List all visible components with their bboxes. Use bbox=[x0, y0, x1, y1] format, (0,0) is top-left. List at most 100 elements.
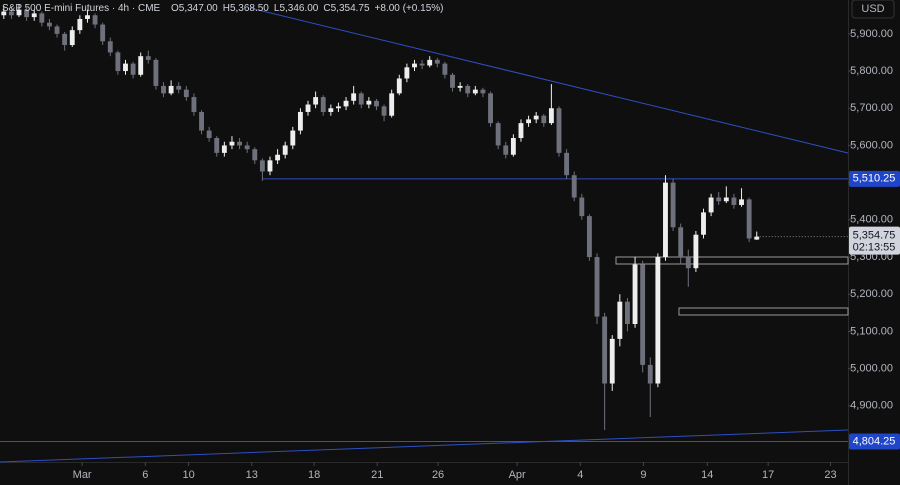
candle-body bbox=[617, 301, 623, 339]
ohlc-value: 5,368.50 bbox=[230, 3, 269, 14]
candle-body bbox=[328, 108, 334, 112]
candle-body bbox=[602, 316, 608, 384]
candle-body bbox=[723, 197, 729, 202]
candle-body bbox=[548, 108, 554, 124]
last-price-label: 5,354.75 bbox=[853, 230, 896, 242]
y-tick-label: 5,000.00 bbox=[850, 363, 893, 375]
ohlc-key: O bbox=[171, 3, 179, 14]
candle-body bbox=[427, 59, 433, 66]
price-level-box bbox=[849, 433, 900, 450]
candle-body bbox=[343, 100, 349, 107]
candle-body bbox=[495, 123, 501, 146]
candle-body bbox=[510, 138, 516, 155]
candle-body bbox=[31, 13, 37, 18]
candle-body bbox=[450, 74, 455, 88]
candle-body bbox=[442, 63, 448, 75]
candle-body bbox=[221, 145, 227, 153]
x-tick-label: 13 bbox=[246, 469, 258, 481]
candle-body bbox=[396, 78, 402, 94]
candle-body bbox=[351, 93, 357, 101]
candle-body bbox=[434, 59, 440, 64]
candle-body bbox=[275, 154, 281, 161]
price-level-label: 4,804.25 bbox=[853, 435, 896, 447]
candle-body bbox=[609, 338, 615, 384]
candle-body bbox=[69, 30, 75, 46]
candle-body bbox=[419, 63, 425, 66]
candle-body bbox=[138, 56, 144, 75]
candle-body bbox=[389, 93, 395, 116]
candle-body bbox=[381, 106, 387, 116]
candle-body bbox=[16, 9, 22, 16]
candle-body bbox=[412, 63, 417, 68]
candle-body bbox=[297, 111, 303, 131]
candle-body bbox=[336, 106, 341, 109]
x-tick-label: 9 bbox=[640, 469, 646, 481]
candle-body bbox=[663, 182, 668, 258]
candle-body bbox=[100, 24, 106, 42]
ohlc-key: L bbox=[274, 3, 280, 14]
y-tick-label: 5,800.00 bbox=[850, 65, 893, 77]
candle-body bbox=[92, 15, 98, 25]
candle-body bbox=[472, 89, 478, 94]
candle-body bbox=[374, 100, 379, 107]
candle-body bbox=[244, 145, 250, 150]
zone bbox=[678, 307, 849, 316]
levels bbox=[0, 178, 848, 442]
price-level-label: 5,510.25 bbox=[853, 173, 896, 185]
x-tick-label: 18 bbox=[308, 469, 320, 481]
candle-body bbox=[214, 138, 220, 153]
candle-body bbox=[153, 59, 159, 86]
candle-body bbox=[632, 264, 638, 324]
ohlc-value: 5,346.00 bbox=[279, 3, 318, 14]
zone bbox=[615, 256, 849, 265]
y-tick-label: 5,400.00 bbox=[850, 214, 893, 226]
last-price-box bbox=[849, 226, 900, 255]
candle-body bbox=[130, 63, 136, 75]
candle-body bbox=[571, 175, 577, 198]
candle-body bbox=[123, 63, 128, 72]
x-tick-label: 21 bbox=[371, 469, 383, 481]
candle-body bbox=[518, 123, 524, 139]
candles bbox=[1, 4, 760, 431]
currency-box[interactable] bbox=[851, 0, 895, 19]
candle-body bbox=[54, 26, 60, 34]
candle-body bbox=[480, 89, 486, 94]
candle-body bbox=[313, 97, 319, 105]
candle-body bbox=[259, 160, 265, 172]
candle-body bbox=[183, 89, 189, 98]
candle-body bbox=[625, 301, 630, 324]
candle-body bbox=[708, 197, 714, 213]
candle-body bbox=[655, 257, 661, 384]
candle-body bbox=[77, 18, 83, 31]
ohlc-value: 5,347.00 bbox=[179, 3, 218, 14]
candle-body bbox=[267, 160, 273, 172]
candle-body bbox=[62, 33, 68, 46]
candle-body bbox=[716, 197, 722, 202]
y-tick-label: 5,100.00 bbox=[850, 325, 893, 337]
candle-body bbox=[161, 85, 166, 94]
y-tick-label: 4,900.00 bbox=[850, 400, 893, 412]
candle-body bbox=[320, 97, 326, 112]
y-tick-label: 5,700.00 bbox=[850, 102, 893, 114]
ohlc-key: H bbox=[223, 3, 230, 14]
candle-body bbox=[731, 197, 737, 205]
candle-body bbox=[358, 93, 364, 105]
candle-body bbox=[237, 141, 243, 146]
x-tick-label: Apr bbox=[509, 469, 526, 481]
candle-body bbox=[670, 182, 676, 228]
candle-body bbox=[115, 52, 121, 72]
countdown: 02:13:55 bbox=[853, 242, 896, 254]
trendline bbox=[249, 7, 849, 154]
x-tick-label: 6 bbox=[142, 469, 148, 481]
candle-body bbox=[556, 108, 562, 153]
candle-body bbox=[488, 93, 493, 124]
candle-body bbox=[206, 130, 212, 139]
candle-body bbox=[404, 67, 410, 79]
axes: 4,900.005,000.005,100.005,200.005,300.00… bbox=[73, 28, 900, 481]
x-tick-label: 14 bbox=[701, 469, 713, 481]
candle-body bbox=[168, 85, 174, 94]
candle-body bbox=[1, 11, 7, 16]
candle-body bbox=[701, 212, 706, 235]
